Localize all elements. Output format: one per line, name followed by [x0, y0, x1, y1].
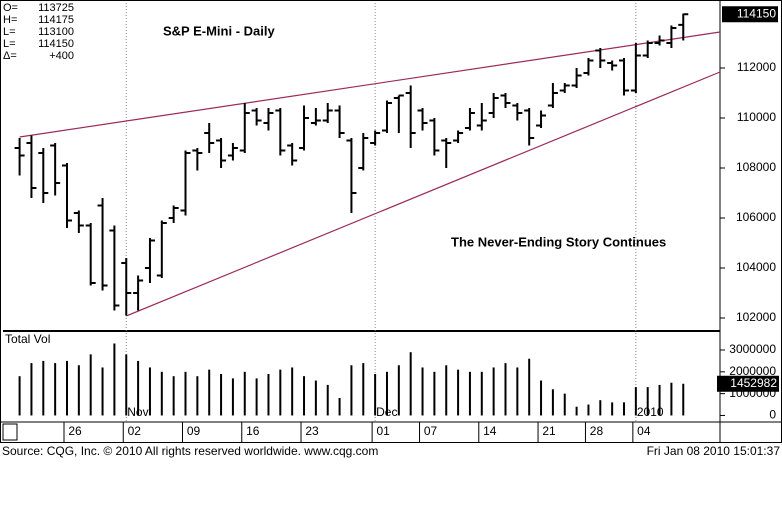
- annotation: The Never-Ending Story Continues: [451, 234, 666, 249]
- y-tick-label: 108000: [736, 160, 776, 174]
- chart-title: S&P E-Mini - Daily: [163, 23, 275, 38]
- y-tick-label: 106000: [736, 210, 776, 224]
- x-tick-label: 09: [187, 424, 201, 438]
- x-tick-label: 14: [483, 424, 497, 438]
- header-value: 114175: [38, 14, 74, 26]
- y-tick-label: 110000: [737, 110, 776, 124]
- last-price-box: [722, 6, 778, 23]
- frame: [0, 0, 782, 443]
- x-tick-label: 23: [305, 424, 319, 438]
- x-tick-label: 28: [590, 424, 604, 438]
- y-tick-label: 102000: [736, 310, 776, 324]
- last-volume: 1452982: [730, 376, 777, 390]
- last-volume-box: [717, 375, 779, 392]
- x-tick-label: 16: [246, 424, 260, 438]
- y-tick-label: 104000: [736, 260, 776, 274]
- header-label: L=: [3, 38, 16, 50]
- x-tick-label: 02: [128, 424, 142, 438]
- scroll-box: [2, 423, 18, 441]
- x-tick-label: 01: [376, 424, 390, 438]
- trendline: [126, 71, 721, 317]
- trendline: [19, 31, 721, 138]
- y-tick-label: 112000: [737, 60, 776, 74]
- y-tick-label: 0: [769, 408, 776, 422]
- footer-source: Source: CQG, Inc. © 2010 All rights rese…: [2, 444, 378, 458]
- header-value: +400: [49, 50, 74, 62]
- y-tick-label: 3000000: [729, 342, 776, 356]
- header-value: 114150: [38, 38, 74, 50]
- header-value: 113100: [38, 26, 74, 38]
- last-price: 114150: [737, 6, 776, 20]
- panel-title: Total Vol: [5, 332, 50, 346]
- header-label: L=: [3, 26, 16, 38]
- header-label: H=: [3, 14, 17, 26]
- x-tick-label: 07: [424, 424, 438, 438]
- header-label: Δ=: [3, 50, 17, 62]
- header-value: 113725: [38, 2, 74, 14]
- month-label: 2010: [637, 405, 664, 419]
- y-tick-label: 2000000: [729, 364, 776, 378]
- header-label: O=: [3, 2, 18, 14]
- x-tick-label: 26: [68, 424, 82, 438]
- footer-time: Fri Jan 08 2010 15:01:37: [647, 444, 781, 458]
- x-tick-label: 21: [542, 424, 556, 438]
- x-tick-label: 04: [637, 424, 651, 438]
